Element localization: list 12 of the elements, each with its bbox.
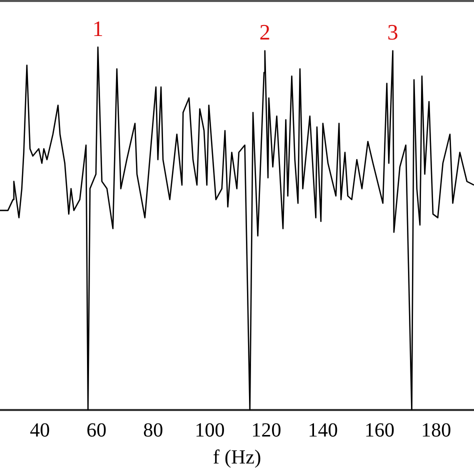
x-tick-label: 40 (30, 419, 50, 442)
x-tick-label: 60 (86, 419, 106, 442)
x-tick-label: 180 (421, 419, 452, 442)
x-tick-label: 80 (143, 419, 164, 442)
x-axis-title: f (Hz) (212, 446, 262, 468)
annotation: 1 (92, 16, 104, 41)
x-tick-label: 100 (194, 419, 225, 442)
annotation: 2 (259, 20, 270, 45)
x-tick-label: 160 (364, 419, 394, 442)
x-tick-label: 140 (308, 419, 338, 442)
x-tick-label: 120 (251, 419, 282, 442)
annotation: 3 (387, 20, 398, 45)
